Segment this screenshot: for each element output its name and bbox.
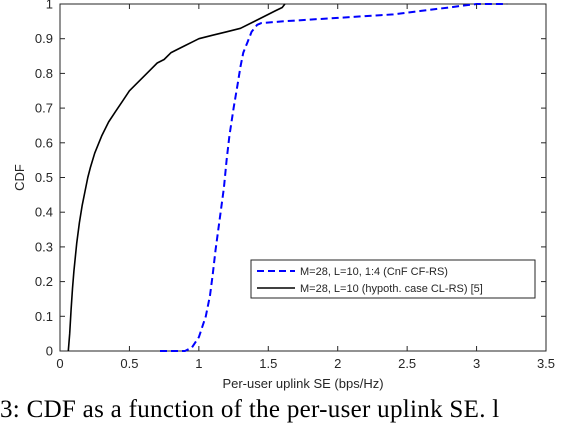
x-tick-label: 3.5 bbox=[537, 356, 555, 371]
y-tick-label: 0.7 bbox=[35, 101, 53, 116]
y-tick-label: 0.2 bbox=[35, 274, 53, 289]
figure-caption: 3: CDF as a function of the per-user upl… bbox=[0, 396, 500, 423]
y-tick-label: 0.8 bbox=[35, 66, 53, 81]
series-layer bbox=[67, 3, 508, 352]
x-axis-label: Per-user uplink SE (bps/Hz) bbox=[222, 376, 383, 391]
y-tick-label: 0.4 bbox=[35, 205, 53, 220]
legend: M=28, L=10, 1:4 (CnF CF-RS) M=28, L=10 (… bbox=[250, 259, 536, 299]
y-tick-label: 0.3 bbox=[35, 239, 53, 254]
y-tick-label: 0 bbox=[46, 344, 53, 359]
y-tick-label: 1 bbox=[46, 0, 53, 12]
legend-label-clrs: M=28, L=10 (hypoth. case CL-RS) [5] bbox=[300, 283, 483, 295]
y-tick-label: 0.1 bbox=[35, 309, 53, 324]
y-tick-label: 0.6 bbox=[35, 135, 53, 150]
x-tick-label: 0 bbox=[56, 356, 63, 371]
x-tick-label: 2.5 bbox=[398, 356, 416, 371]
y-tick-label: 0.9 bbox=[35, 31, 53, 46]
series-line-cnf-cf-rs bbox=[160, 3, 508, 352]
x-tick-label: 2 bbox=[334, 356, 341, 371]
ticks-layer: 0 0.5 1 1.5 2 2.5 3 3.5 0 0.1 0.2 0.3 0.4 0.5 0.6 0.7 0.… bbox=[35, 0, 555, 371]
legend-label-cnf: M=28, L=10, 1:4 (CnF CF-RS) bbox=[300, 266, 448, 278]
x-tick-label: 1.5 bbox=[259, 356, 277, 371]
y-tick-label: 0.5 bbox=[35, 170, 53, 185]
x-tick-label: 0.5 bbox=[120, 356, 138, 371]
legend-box bbox=[250, 259, 536, 299]
series-line-cl-rs bbox=[67, 3, 286, 352]
y-axis-label: CDF bbox=[12, 164, 27, 191]
x-tick-label: 3 bbox=[473, 356, 480, 371]
x-tick-label: 1 bbox=[195, 356, 202, 371]
